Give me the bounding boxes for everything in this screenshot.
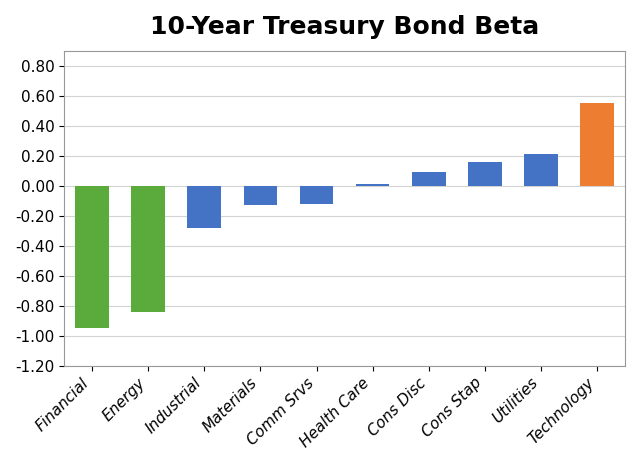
Bar [468, 162, 502, 186]
Title: 10-Year Treasury Bond Beta: 10-Year Treasury Bond Beta [150, 15, 539, 39]
Bar [412, 172, 445, 186]
Bar [76, 186, 109, 328]
Bar [580, 103, 614, 186]
Bar [300, 186, 333, 204]
Bar [188, 186, 221, 228]
Bar [244, 186, 277, 205]
Bar [356, 184, 389, 186]
Bar [524, 154, 557, 186]
Bar [131, 186, 165, 312]
